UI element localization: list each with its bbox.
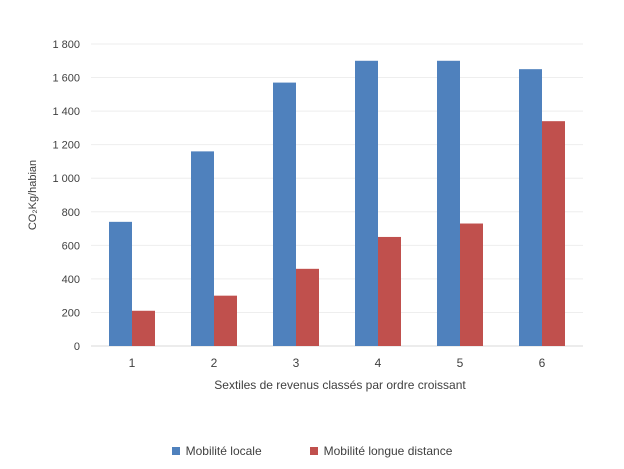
legend-label: Mobilité locale	[185, 444, 262, 458]
legend-item-mobilite-locale: Mobilité locale	[171, 444, 262, 458]
bar-mobilite-locale-1	[109, 221, 132, 346]
bar-mobilite-locale-6	[519, 69, 542, 347]
bar-mobilite-longue-distance-3	[296, 268, 319, 346]
legend-label: Mobilité longue distance	[323, 444, 453, 458]
bar-mobilite-longue-distance-2	[214, 295, 237, 346]
y-tick-label: 1 200	[52, 140, 80, 152]
bar-mobilite-longue-distance-1	[132, 310, 155, 346]
x-tick-label: 2	[211, 356, 218, 370]
bar-mobilite-locale-4	[355, 60, 378, 347]
legend-item-mobilite-longue-distance: Mobilité longue distance	[309, 444, 453, 458]
y-tick-label: 1 600	[52, 73, 80, 85]
y-axis-ticks: 0 200 400 600 800 1 000 1 200 1 400 1 600 1 800	[52, 39, 80, 353]
x-tick-label: 5	[457, 356, 464, 370]
y-tick-label: 200	[62, 307, 80, 319]
gridlines	[91, 43, 583, 347]
bar-mobilite-longue-distance-5	[460, 223, 483, 346]
y-tick-label: 800	[62, 207, 80, 219]
x-axis-ticks: 1 2 3 4 5 6	[129, 356, 546, 370]
x-axis-label: Sextiles de revenus classés par ordre cr…	[214, 378, 466, 392]
x-tick-label: 6	[539, 356, 546, 370]
y-tick-label: 1 400	[52, 106, 80, 118]
bar-mobilite-longue-distance-4	[378, 236, 401, 346]
bars	[109, 60, 565, 347]
bar-mobilite-locale-5	[437, 60, 460, 347]
y-tick-label: 400	[62, 274, 80, 286]
legend: Mobilité locale Mobilité longue distance	[0, 444, 624, 458]
bar-mobilite-longue-distance-6	[542, 121, 565, 346]
legend-swatch-blue	[171, 447, 180, 455]
y-tick-label: 1 800	[52, 39, 80, 51]
y-tick-label: 600	[62, 240, 80, 252]
x-tick-label: 4	[375, 356, 382, 370]
x-tick-label: 1	[129, 356, 136, 370]
bar-mobilite-locale-2	[191, 151, 214, 346]
y-tick-label: 0	[74, 341, 80, 353]
y-axis-label: CO₂Kg/habian	[27, 160, 39, 230]
y-tick-label: 1 000	[52, 173, 80, 185]
bar-mobilite-locale-3	[273, 82, 296, 346]
x-tick-label: 3	[293, 356, 300, 370]
legend-swatch-red	[309, 447, 318, 455]
bar-chart: 0 200 400 600 800 1 000 1 200 1 400 1 600 1 800 1…	[27, 39, 583, 392]
